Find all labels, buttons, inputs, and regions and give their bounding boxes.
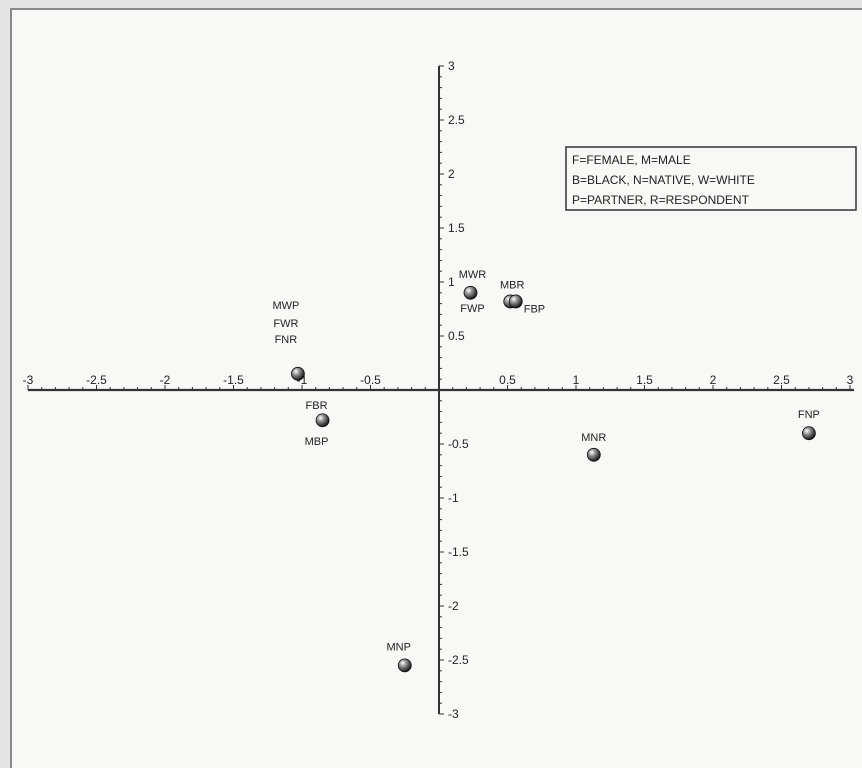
legend-line-race: B=BLACK, N=NATIVE, W=WHITE	[572, 173, 755, 187]
point-label: MNR	[581, 432, 606, 444]
point-label: MNP	[387, 641, 411, 653]
y-tick-label: 0.5	[448, 329, 465, 343]
point-label: MWR	[459, 269, 487, 281]
x-tick-label: 1.5	[636, 373, 653, 387]
y-tick-label: -1	[448, 491, 459, 505]
x-tick-label: -3	[23, 373, 34, 387]
x-tick-label: 3	[847, 373, 854, 387]
point-label: MWP	[272, 300, 299, 312]
y-tick-label: 2.5	[448, 113, 465, 127]
y-tick-label: -0.5	[448, 437, 469, 451]
y-tick-label: 3	[448, 59, 455, 73]
point-label: FBR	[306, 400, 328, 412]
data-point	[397, 658, 412, 673]
legend-line-sex: F=FEMALE, M=MALE	[572, 153, 691, 167]
data-point	[315, 413, 330, 428]
x-tick-label: -0.5	[360, 373, 381, 387]
y-tick-label: 1.5	[448, 221, 465, 235]
legend-line-role: P=PARTNER, R=RESPONDENT	[572, 193, 750, 207]
y-tick-label: 2	[448, 167, 455, 181]
y-tick-label: -2.5	[448, 653, 469, 667]
x-tick-label: -2	[160, 373, 171, 387]
point-label: FBP	[524, 303, 545, 315]
x-tick-label: 2	[710, 373, 717, 387]
x-tick-label: 0.5	[499, 373, 516, 387]
data-point	[586, 447, 601, 462]
y-tick-label: -2	[448, 599, 459, 613]
y-tick-label: 1	[448, 275, 455, 289]
point-label: FWR	[273, 318, 298, 330]
data-point	[508, 294, 523, 309]
x-tick-label: 2.5	[773, 373, 790, 387]
data-point	[290, 366, 305, 381]
point-label: MBP	[305, 436, 329, 448]
chart-frame	[10, 8, 862, 768]
point-label: FWP	[460, 303, 484, 315]
legend: F=FEMALE, M=MALE B=BLACK, N=NATIVE, W=WH…	[565, 146, 857, 211]
x-tick-label: -1	[297, 373, 308, 387]
legend-box	[565, 146, 857, 211]
point-label: FNR	[275, 334, 298, 346]
point-label: FNP	[798, 409, 820, 421]
x-tick-label: -1.5	[223, 373, 244, 387]
x-tick-label: -2.5	[86, 373, 107, 387]
x-tick-label: 1	[573, 373, 580, 387]
point-label: MBR	[500, 279, 525, 291]
y-tick-label: -1.5	[448, 545, 469, 559]
data-point	[463, 285, 478, 300]
y-tick-label: -3	[448, 707, 459, 721]
data-point	[802, 426, 816, 441]
